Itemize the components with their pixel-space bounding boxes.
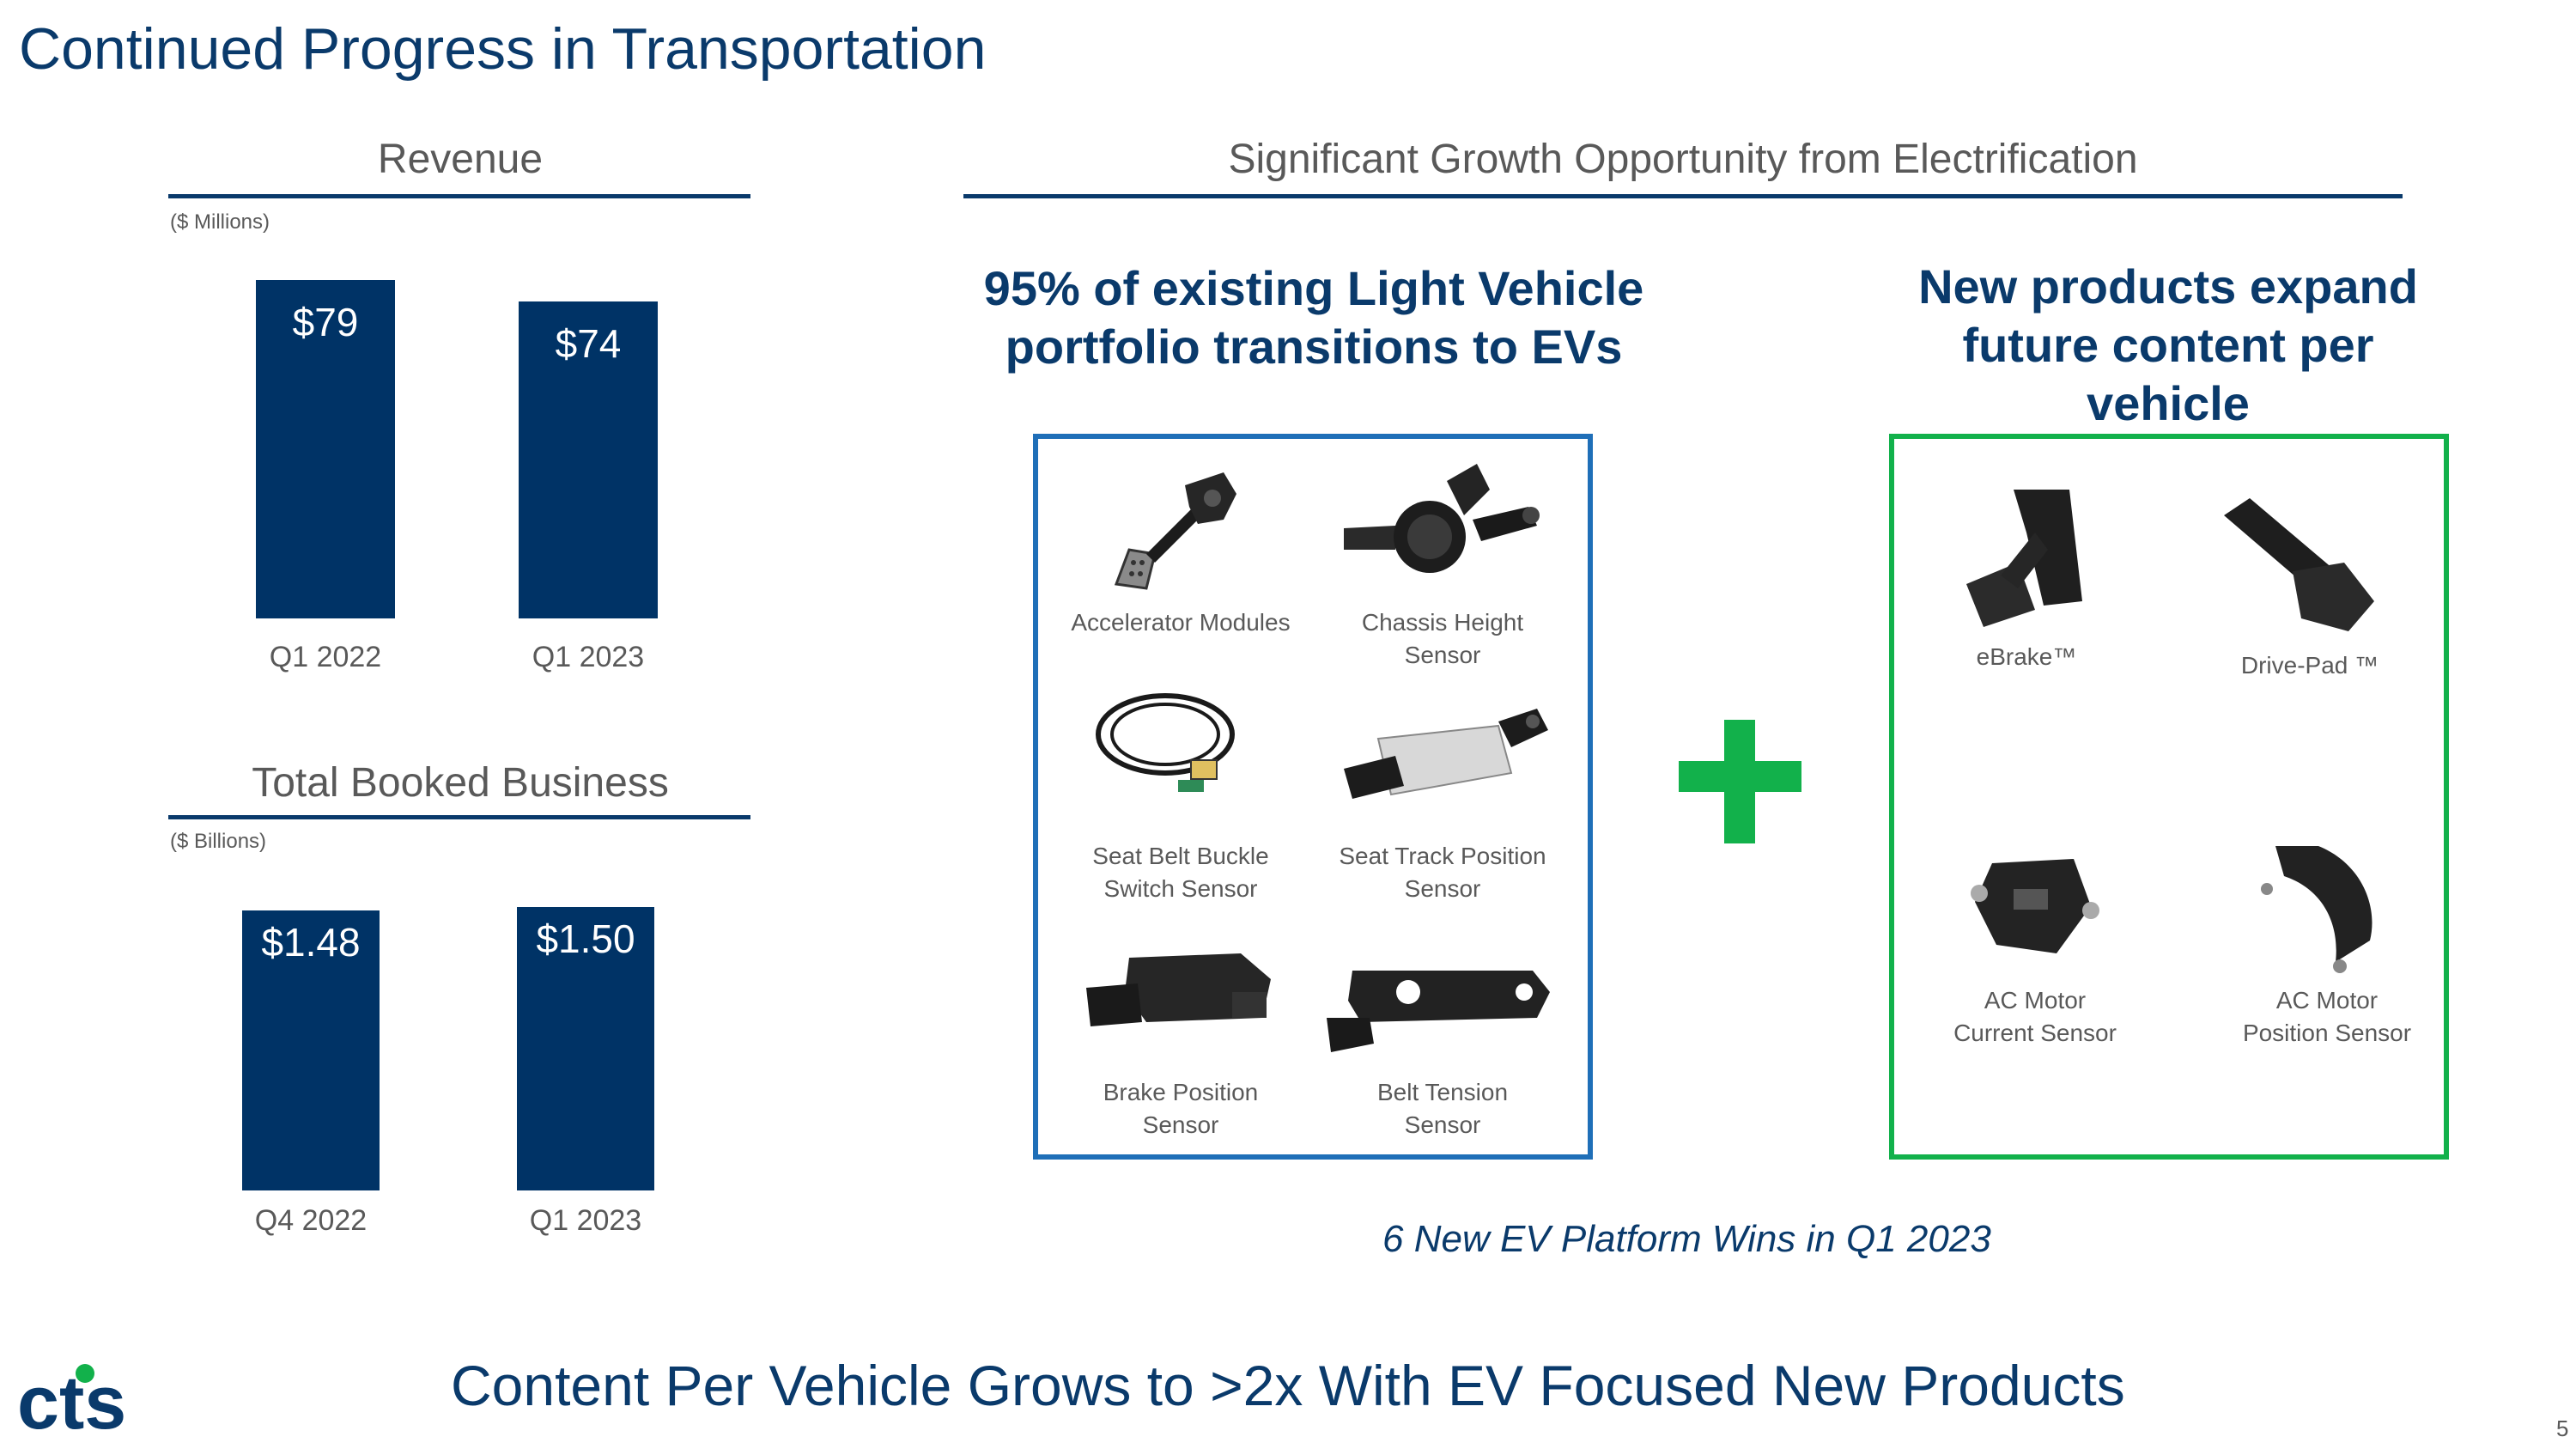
- revenue-rule: [168, 194, 750, 198]
- seat-track-position-sensor-image: [1327, 687, 1558, 816]
- cts-logo-text: cts: [17, 1361, 126, 1439]
- cts-logo: cts: [15, 1361, 153, 1439]
- booked-x-label: Q1 2023: [529, 1204, 642, 1237]
- product-caption: Drive-Pad ™: [2240, 652, 2379, 679]
- new-products-box: [1889, 434, 2449, 1160]
- page-number: 5: [2556, 1416, 2569, 1441]
- bottom-statement: Content Per Vehicle Grows to >2x With EV…: [451, 1354, 2125, 1417]
- booked-bar-q1-2023: $1.50: [517, 907, 654, 1190]
- product-caption: Belt Tension Sensor: [1376, 1079, 1509, 1138]
- ac-motor-current-sensor-image: [1962, 842, 2108, 971]
- brake-position-sensor-image: [1078, 941, 1284, 1061]
- revenue-unit: ($ Millions): [170, 210, 270, 234]
- revenue-title: Revenue: [377, 137, 544, 182]
- product-caption: Seat Track Position Sensor: [1339, 843, 1546, 902]
- electrification-title: Significant Growth Opportunity from Elec…: [1228, 137, 2138, 182]
- plus-icon-vertical: [1724, 720, 1755, 843]
- product-caption: AC Motor Position Sensor: [2242, 987, 2412, 1046]
- booked-unit: ($ Billions): [170, 830, 267, 853]
- booked-x-label: Q4 2022: [254, 1204, 368, 1237]
- revenue-bar-label: $74: [555, 321, 622, 366]
- belt-tension-sensor-image: [1318, 958, 1567, 1061]
- product-caption: Seat Belt Buckle Switch Sensor: [1092, 843, 1269, 902]
- ev-platform-wins-note: 6 New EV Platform Wins in Q1 2023: [1382, 1218, 1991, 1260]
- ebrake-image: [1949, 481, 2104, 636]
- product-caption: eBrake™: [1976, 643, 2077, 670]
- product-caption: Brake Position Sensor: [1103, 1079, 1259, 1138]
- ac-motor-position-sensor-image: [2241, 837, 2387, 979]
- booked-rule: [168, 815, 750, 819]
- electrification-rule: [963, 194, 2403, 198]
- booked-title: Total Booked Business: [252, 760, 669, 806]
- product-caption: Chassis Height Sensor: [1361, 609, 1524, 668]
- revenue-bar-label: $79: [292, 300, 359, 344]
- revenue-bar-q1-2022: $79: [256, 280, 395, 618]
- new-products-headline: New products expand future content per v…: [1918, 259, 2418, 430]
- drive-pad-image: [2215, 490, 2387, 636]
- chassis-height-sensor-image: [1327, 455, 1558, 584]
- product-caption: AC Motor Current Sensor: [1953, 987, 2117, 1046]
- seat-belt-buckle-sensor-image: [1084, 679, 1255, 807]
- booked-bar-label: $1.50: [536, 916, 635, 961]
- accelerator-module-image: [1065, 455, 1271, 597]
- revenue-bar-q1-2023: $74: [519, 301, 658, 618]
- booked-bar-label: $1.48: [261, 920, 361, 965]
- booked-bar-q4-2022: $1.48: [242, 910, 380, 1190]
- revenue-x-label: Q1 2022: [269, 641, 382, 673]
- existing-portfolio-headline: 95% of existing Light Vehicle portfolio …: [983, 261, 1644, 374]
- page-title: Continued Progress in Transportation: [19, 16, 987, 82]
- existing-products-box: [1033, 434, 1593, 1160]
- revenue-x-label: Q1 2023: [532, 641, 645, 673]
- product-caption: Accelerator Modules: [1071, 609, 1291, 636]
